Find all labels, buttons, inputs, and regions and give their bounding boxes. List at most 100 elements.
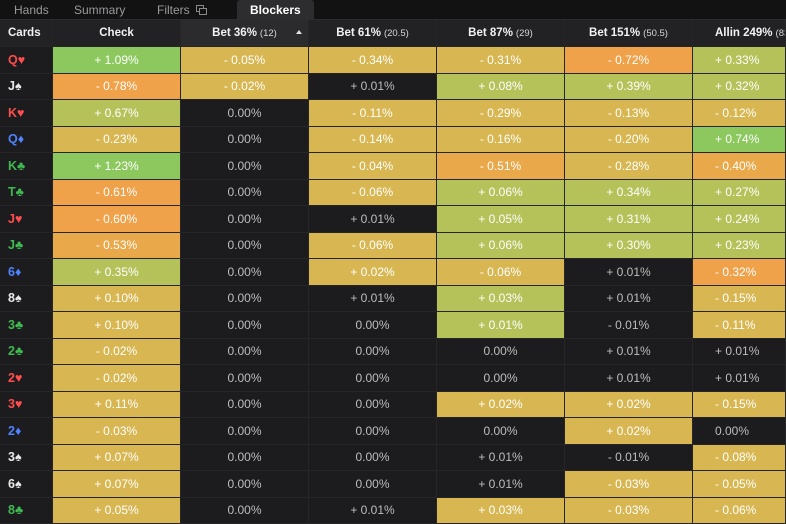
ev-value: - 0.05% [224, 53, 265, 67]
card-cell[interactable]: 2♣ [0, 339, 53, 366]
table-row[interactable]: J♥- 0.60%0.00%+ 0.01%+ 0.05%+ 0.31%+ 0.2… [0, 206, 786, 233]
tab-summary[interactable]: Summary [58, 0, 143, 19]
column-label: Bet 36% [212, 27, 257, 39]
ev-value: 0.00% [355, 371, 389, 385]
ev-value: - 0.06% [715, 503, 756, 517]
table-row[interactable]: K♣+ 1.23%0.00%- 0.04%- 0.51%- 0.28%- 0.4… [0, 153, 786, 180]
card-cell[interactable]: 2♦ [0, 418, 53, 445]
card-cell[interactable]: 8♣ [0, 498, 53, 524]
card-cell[interactable]: 3♣ [0, 312, 53, 339]
tab-hands[interactable]: Hands [0, 0, 58, 19]
card-cell[interactable]: J♠ [0, 74, 53, 101]
ev-value: 0.00% [227, 106, 261, 120]
table-row[interactable]: Q♥+ 1.09%- 0.05%- 0.34%- 0.31%- 0.72%+ 0… [0, 47, 786, 74]
ev-value: + 0.01% [715, 371, 759, 385]
table-row[interactable]: Q♦- 0.23%0.00%- 0.14%- 0.16%- 0.20%+ 0.7… [0, 127, 786, 154]
card-cell[interactable]: J♥ [0, 206, 53, 233]
table-row[interactable]: 2♣- 0.02%0.00%0.00%0.00%+ 0.01%+ 0.01% [0, 339, 786, 366]
ev-cell: 0.00% [309, 312, 437, 339]
ev-cell: + 0.27% [693, 180, 786, 207]
card-rank: 6 [8, 477, 15, 491]
card-cell[interactable]: 2♥ [0, 365, 53, 392]
table-row[interactable]: 6♠+ 0.07%0.00%0.00%+ 0.01%- 0.03%- 0.05% [0, 471, 786, 498]
ev-cell: - 0.15% [693, 286, 786, 313]
ev-value: + 0.23% [715, 238, 759, 252]
ev-cell: 0.00% [309, 339, 437, 366]
ev-cell: - 0.02% [53, 365, 181, 392]
card-cell[interactable]: 3♥ [0, 392, 53, 419]
ev-value: - 0.31% [480, 53, 521, 67]
ev-cell: - 0.11% [309, 100, 437, 127]
ev-value: 0.00% [227, 291, 261, 305]
ev-cell: + 0.02% [565, 392, 693, 419]
ev-value: - 0.06% [352, 185, 393, 199]
ev-cell: - 0.03% [565, 471, 693, 498]
ev-cell: 0.00% [181, 418, 309, 445]
ev-cell: - 0.01% [565, 312, 693, 339]
tab-label: Filters [157, 1, 190, 19]
table-row[interactable]: 2♦- 0.03%0.00%0.00%0.00%+ 0.02%0.00% [0, 418, 786, 445]
table-row[interactable]: 8♠+ 0.10%0.00%+ 0.01%+ 0.03%+ 0.01%- 0.1… [0, 286, 786, 313]
card-cell[interactable]: 3♠ [0, 445, 53, 472]
table-row[interactable]: T♣- 0.61%0.00%- 0.06%+ 0.06%+ 0.34%+ 0.2… [0, 180, 786, 207]
column-header-bet-36[interactable]: Bet 36%(12) [181, 20, 309, 47]
ev-value: + 0.01% [606, 265, 650, 279]
ev-value: - 0.03% [608, 503, 649, 517]
column-header-cards[interactable]: Cards [0, 20, 53, 47]
ev-cell: - 0.15% [693, 392, 786, 419]
ev-value: 0.00% [227, 132, 261, 146]
table-row[interactable]: K♥+ 0.67%0.00%- 0.11%- 0.29%- 0.13%- 0.1… [0, 100, 786, 127]
column-header-bet-87[interactable]: Bet 87%(29) [437, 20, 565, 47]
ev-cell: + 0.06% [437, 180, 565, 207]
ev-value: 0.00% [227, 159, 261, 173]
card-cell[interactable]: K♥ [0, 100, 53, 127]
ev-cell: + 0.01% [437, 312, 565, 339]
card-cell[interactable]: K♣ [0, 153, 53, 180]
ev-value: + 0.01% [350, 503, 394, 517]
card-cell[interactable]: Q♥ [0, 47, 53, 74]
table-row[interactable]: 6♦+ 0.35%0.00%+ 0.02%- 0.06%+ 0.01%- 0.3… [0, 259, 786, 286]
ev-value: + 0.35% [94, 265, 138, 279]
tab-label: Blockers [250, 1, 301, 19]
card-cell[interactable]: 6♠ [0, 471, 53, 498]
table-row[interactable]: J♣- 0.53%0.00%- 0.06%+ 0.06%+ 0.30%+ 0.2… [0, 233, 786, 260]
ev-cell: - 0.23% [53, 127, 181, 154]
ev-value: 0.00% [227, 397, 261, 411]
ev-value: - 0.40% [715, 159, 756, 173]
card-cell[interactable]: 6♦ [0, 259, 53, 286]
card-cell[interactable]: Q♦ [0, 127, 53, 154]
ev-value: + 0.11% [95, 397, 138, 411]
ev-value: - 0.01% [608, 450, 649, 464]
ev-value: + 0.10% [94, 291, 138, 305]
card-cell[interactable]: 8♠ [0, 286, 53, 313]
ev-cell: + 0.01% [693, 339, 786, 366]
ev-cell: + 0.06% [437, 233, 565, 260]
ev-cell: + 0.01% [437, 445, 565, 472]
card-cell[interactable]: J♣ [0, 233, 53, 260]
tab-blockers[interactable]: Blockers [237, 0, 314, 19]
table-row[interactable]: 2♥- 0.02%0.00%0.00%0.00%+ 0.01%+ 0.01% [0, 365, 786, 392]
column-header-allin-249[interactable]: Allin 249%(83 [693, 20, 786, 47]
column-header-check[interactable]: Check [53, 20, 181, 47]
table-row[interactable]: 3♣+ 0.10%0.00%0.00%+ 0.01%- 0.01%- 0.11% [0, 312, 786, 339]
ev-value: 0.00% [227, 424, 261, 438]
table-row[interactable]: 8♣+ 0.05%0.00%+ 0.01%+ 0.03%- 0.03%- 0.0… [0, 498, 786, 524]
table-row[interactable]: J♠- 0.78%- 0.02%+ 0.01%+ 0.08%+ 0.39%+ 0… [0, 74, 786, 101]
ev-value: 0.00% [483, 344, 517, 358]
ev-cell: - 0.51% [437, 153, 565, 180]
column-header-bet-151[interactable]: Bet 151%(50.5) [565, 20, 693, 47]
card-rank: 8 [8, 503, 15, 517]
column-header-bet-61[interactable]: Bet 61%(20.5) [309, 20, 437, 47]
table-row[interactable]: 3♥+ 0.11%0.00%0.00%+ 0.02%+ 0.02%- 0.15% [0, 392, 786, 419]
card-suit-icon: ♠ [15, 79, 22, 93]
ev-cell: 0.00% [181, 339, 309, 366]
card-suit-icon: ♥ [15, 212, 22, 226]
ev-value: + 0.67% [94, 106, 138, 120]
ev-cell: - 0.28% [565, 153, 693, 180]
ev-cell: + 0.33% [693, 47, 786, 74]
ev-value: - 0.15% [715, 397, 756, 411]
table-row[interactable]: 3♠+ 0.07%0.00%0.00%+ 0.01%- 0.01%- 0.08% [0, 445, 786, 472]
card-cell[interactable]: T♣ [0, 180, 53, 207]
ev-cell: - 0.61% [53, 180, 181, 207]
tab-filters[interactable]: Filters [143, 0, 231, 19]
